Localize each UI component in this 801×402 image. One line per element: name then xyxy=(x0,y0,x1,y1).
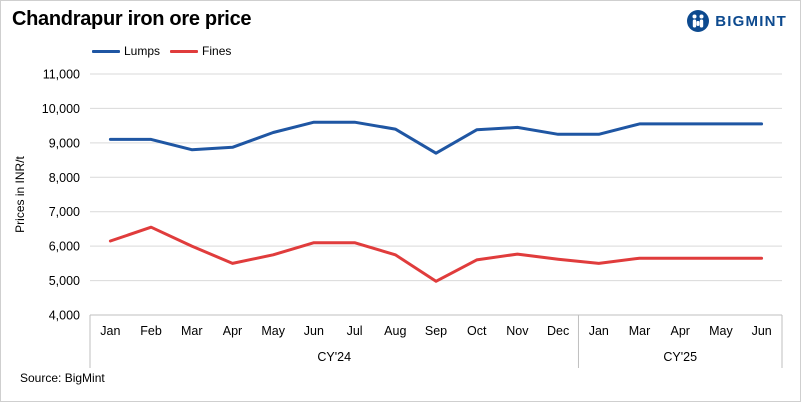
legend-item-lumps: Lumps xyxy=(92,44,160,58)
group-label: CY'24 xyxy=(317,350,351,364)
brand-logo: BIGMINT xyxy=(686,8,787,34)
y-tick-label: 8,000 xyxy=(49,171,80,185)
legend-swatch-lumps xyxy=(92,49,120,53)
x-tick-label: Oct xyxy=(467,324,487,338)
x-tick-label: Apr xyxy=(671,324,690,338)
brand-name: BIGMINT xyxy=(715,12,787,30)
x-tick-label: Nov xyxy=(506,324,529,338)
legend-label-fines: Fines xyxy=(202,44,232,58)
group-label: CY'25 xyxy=(663,350,697,364)
legend-item-fines: Fines xyxy=(170,44,231,58)
chart-title: Chandrapur iron ore price xyxy=(12,8,252,30)
x-tick-label: Jan xyxy=(589,324,609,338)
y-tick-label: 7,000 xyxy=(49,205,80,219)
y-tick-label: 4,000 xyxy=(49,309,80,323)
x-tick-label: Feb xyxy=(140,324,162,338)
x-tick-label: Dec xyxy=(547,324,569,338)
y-tick-label: 5,000 xyxy=(49,274,80,288)
x-tick-label: Jun xyxy=(304,324,324,338)
y-tick-label: 11,000 xyxy=(43,68,80,82)
series-line-lumps xyxy=(108,120,764,155)
y-axis-label: Prices in INR/t xyxy=(13,155,27,232)
x-tick-label: Jul xyxy=(347,324,363,338)
legend-label-lumps: Lumps xyxy=(124,44,161,58)
series-line-fines xyxy=(108,225,764,283)
x-tick-label: May xyxy=(709,324,733,338)
bigmint-logo-icon xyxy=(687,10,710,32)
legend-swatch-fines xyxy=(170,49,199,53)
x-tick-label: May xyxy=(261,324,285,338)
x-tick-label: Sep xyxy=(425,324,447,338)
y-tick-label: 6,000 xyxy=(49,240,80,254)
x-tick-label: Mar xyxy=(629,324,651,338)
chart-legend: Lumps Fines xyxy=(92,44,231,58)
source-note: Source: BigMint xyxy=(20,371,105,385)
y-tick-label: 10,000 xyxy=(42,102,80,116)
y-tick-label: 9,000 xyxy=(49,136,80,150)
x-tick-label: Jun xyxy=(752,324,772,338)
x-tick-label: Aug xyxy=(384,324,406,338)
x-tick-label: Mar xyxy=(181,324,203,338)
x-tick-label: Jan xyxy=(100,324,120,338)
x-tick-label: Apr xyxy=(223,324,242,338)
